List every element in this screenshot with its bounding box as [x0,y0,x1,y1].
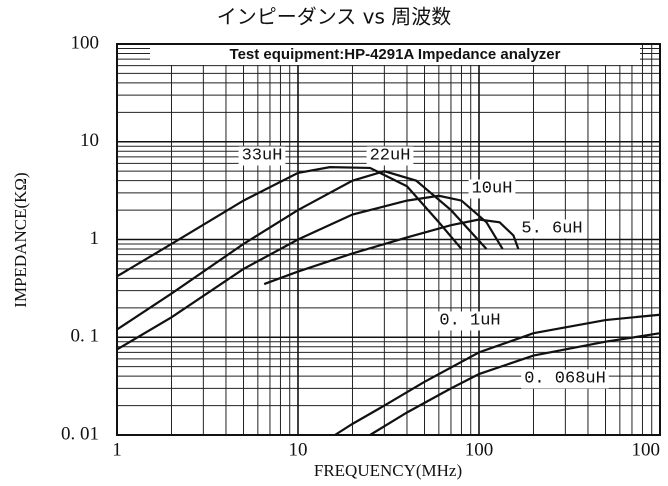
series-label: 33uH [242,146,283,165]
y-axis-label: IMPEDANCE(KΩ) [11,172,30,307]
y-tick-label: 0. 1 [71,326,100,347]
series-label: 5. 6uH [521,219,582,238]
plot-frame [116,43,661,436]
series-label-bg [468,179,516,199]
x-axis-label: FREQUENCY(MHz) [314,461,462,480]
series-line [369,332,661,436]
y-tick-label: 10 [80,130,99,151]
series-line [334,313,661,436]
y-tick-label: 100 [71,32,100,53]
annotation: Test equipment:HP-4291A Impedance analyz… [230,46,561,63]
annotation-box [150,45,640,65]
series-label-bg [238,146,286,166]
series-line [116,170,488,331]
chart-title: インピーダンス vs 周波数 [217,5,452,29]
series-label-bg [521,369,609,389]
series-line [116,194,504,351]
series-label: 10uH [472,179,513,198]
y-tick-label: 1 [90,228,100,249]
series-line [116,166,463,278]
series-label: 0. 1uH [439,311,500,330]
x-tick-label: 10 [289,439,308,460]
series-label-bg [436,311,504,331]
series-label: 22uH [370,146,411,165]
x-tick-label: 100 [465,439,494,460]
series-line [263,218,520,286]
x-tick-label: 1 [112,439,122,460]
series-label: 0. 068uH [524,369,606,388]
series-label-bg [366,146,414,166]
x-tick-label: 100 [632,439,661,460]
y-tick-label: 0. 01 [61,423,99,444]
series-label-bg [518,219,586,239]
